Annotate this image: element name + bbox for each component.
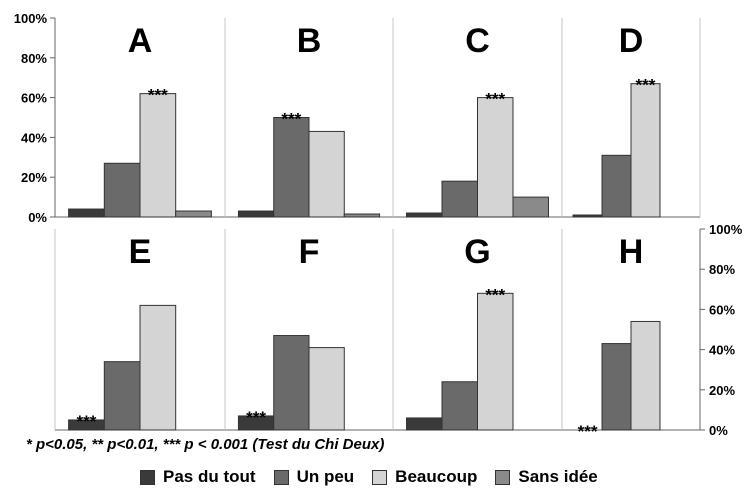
panel-title: D (619, 22, 644, 60)
legend-label-beaucoup: Beaucoup (395, 467, 478, 486)
bar-beaucoup (477, 292, 514, 431)
bar-un-peu (601, 343, 632, 431)
panel-title: C (465, 22, 490, 60)
y-tick-label: 0% (709, 423, 728, 438)
significance-marker: *** (485, 285, 505, 304)
y-tick-label: 80% (21, 51, 47, 66)
legend-label-pas-du-tout: Pas du tout (163, 467, 256, 486)
y-tick-label: 100% (14, 11, 48, 26)
y-tick-label: 60% (21, 91, 47, 106)
y-tick-label: 60% (709, 302, 735, 317)
bar-sans-id-e (512, 196, 549, 218)
panel-title: A (128, 22, 153, 60)
legend-item-un-peu: Un peu (273, 467, 355, 487)
significance-marker: *** (485, 90, 505, 109)
bar-beaucoup (308, 347, 345, 431)
y-tick-label: 100% (709, 222, 743, 237)
bar-beaucoup (139, 304, 177, 431)
bar-pas-du-tout (572, 214, 603, 218)
bar-beaucoup (630, 83, 661, 218)
bar-beaucoup (308, 130, 345, 218)
bar-un-peu (601, 154, 632, 218)
significance-marker: *** (636, 76, 656, 95)
significance-marker: *** (578, 422, 598, 441)
bar-sans-id-e (175, 210, 212, 218)
y-tick-label: 40% (709, 343, 735, 358)
y-tick-label: 0% (28, 210, 47, 225)
legend-item-beaucoup: Beaucoup (372, 467, 477, 487)
significance-marker: *** (281, 110, 301, 129)
panel-title: B (297, 22, 322, 60)
bar-pas-du-tout (406, 212, 443, 218)
bar-sans-id-e (343, 213, 381, 218)
panel-title: F (299, 233, 320, 271)
bar-un-peu (441, 381, 479, 431)
bar-beaucoup (139, 93, 177, 218)
legend: Pas du tout Un peu Beaucoup Sans idée (140, 466, 616, 488)
y-tick-label: 20% (21, 170, 47, 185)
significance-note: * p<0.05, ** p<0.01, *** p < 0.001 (Test… (26, 436, 385, 453)
bar-un-peu (273, 117, 310, 218)
significance-marker: *** (148, 86, 168, 105)
bar-pas-du-tout (68, 208, 105, 218)
bar-pas-du-tout (237, 210, 275, 218)
y-tick-label: 20% (709, 383, 735, 398)
legend-swatch-sans-idee (495, 469, 511, 485)
bar-un-peu (441, 180, 479, 218)
legend-item-pas-du-tout: Pas du tout (140, 467, 256, 487)
legend-swatch-pas-du-tout (140, 469, 155, 485)
legend-label-sans-idee: Sans idée (518, 467, 598, 486)
significance-marker: *** (246, 408, 266, 427)
panel-title: G (464, 233, 490, 271)
legend-label-un-peu: Un peu (296, 467, 355, 486)
legend-item-sans-idee: Sans idée (495, 467, 598, 487)
bar-beaucoup (630, 320, 661, 431)
bar-beaucoup (477, 97, 514, 218)
bar-un-peu (103, 162, 141, 218)
bar-pas-du-tout (406, 417, 443, 431)
legend-swatch-beaucoup (372, 469, 388, 485)
y-tick-label: 80% (709, 262, 735, 277)
significance-marker: *** (77, 412, 97, 431)
y-tick-label: 40% (21, 130, 47, 145)
panel-title: H (619, 233, 644, 271)
bar-un-peu (103, 361, 141, 431)
legend-swatch-un-peu (273, 469, 289, 485)
bar-un-peu (273, 335, 310, 431)
panel-title: E (129, 233, 152, 271)
